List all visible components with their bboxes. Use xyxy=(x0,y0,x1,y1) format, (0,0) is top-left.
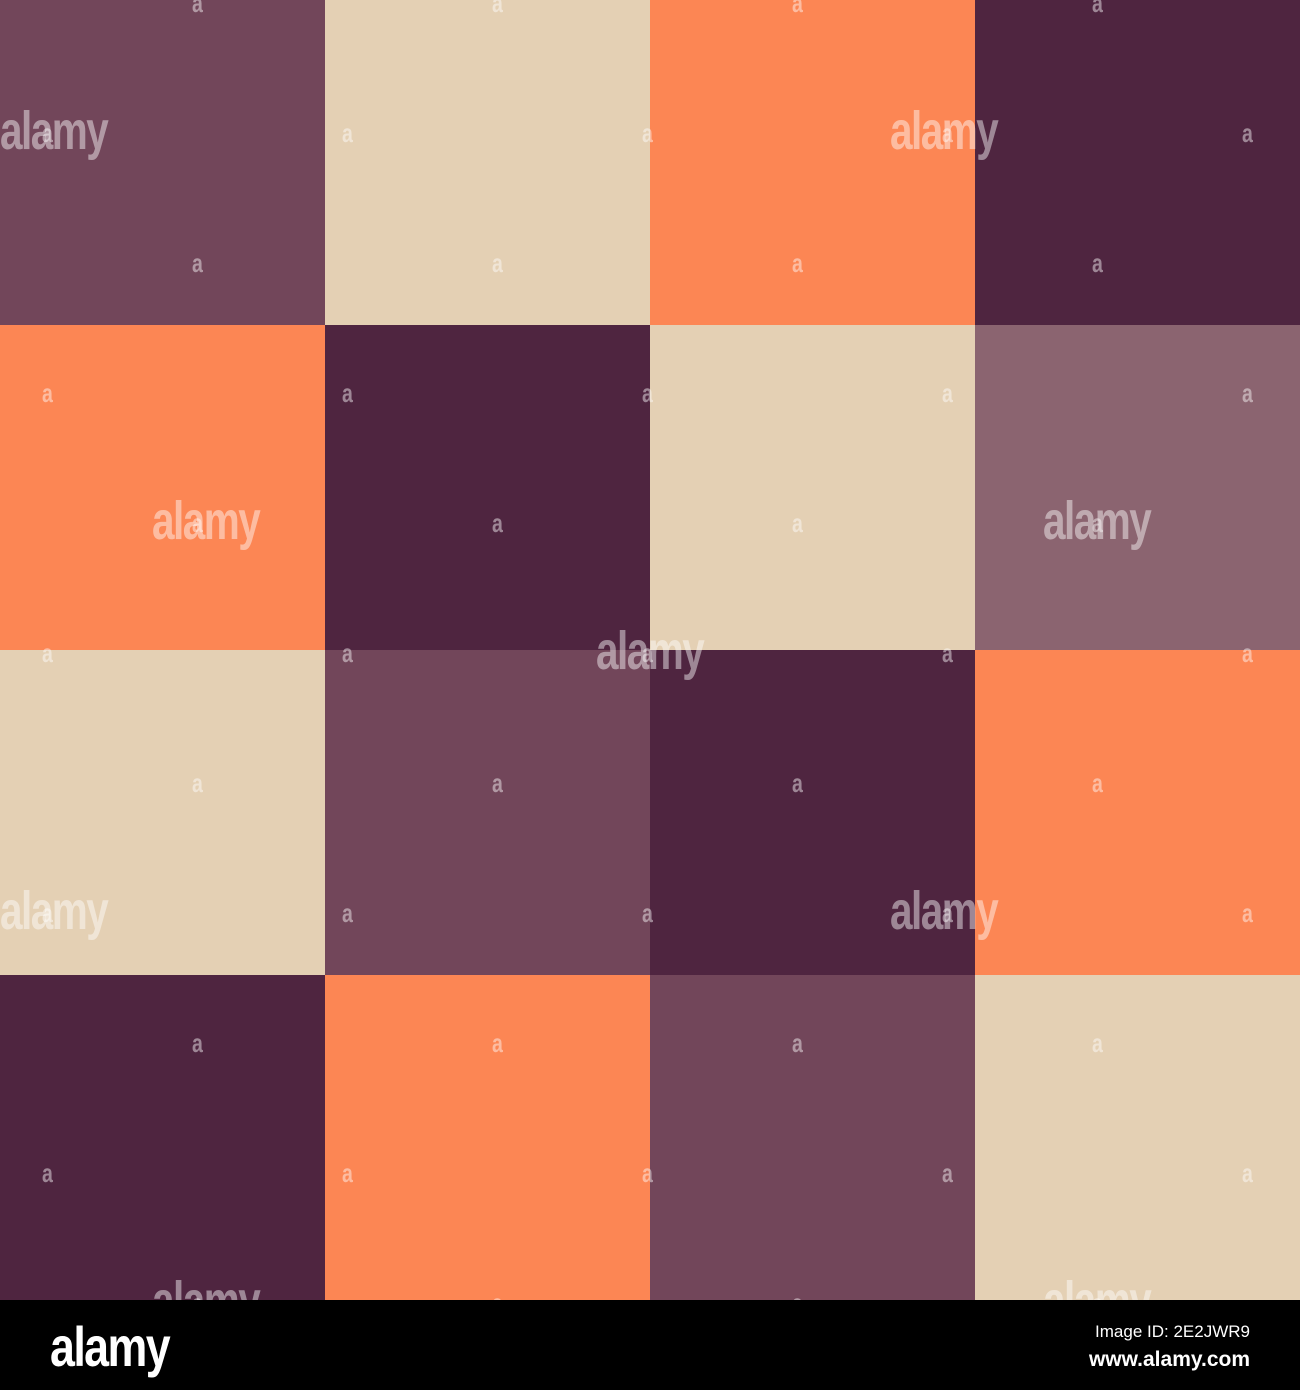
watermark-mark: a xyxy=(42,638,53,668)
watermark-mark: a xyxy=(42,378,53,408)
watermark-mark: a xyxy=(642,638,653,668)
watermark-mark: a xyxy=(342,378,353,408)
watermark-text: alamy xyxy=(890,881,999,941)
color-block-light-mauve xyxy=(975,325,1300,650)
color-block-mauve xyxy=(325,650,650,975)
watermark-text: alamy xyxy=(0,101,109,161)
watermark-mark: a xyxy=(192,248,203,278)
color-block-grid xyxy=(0,0,1300,1300)
watermark-mark: a xyxy=(792,1028,803,1058)
watermark-mark: a xyxy=(192,0,203,18)
watermark-mark: a xyxy=(1242,638,1253,668)
watermark-mark: a xyxy=(642,378,653,408)
color-block-plum xyxy=(325,325,650,650)
watermark-text: alamy xyxy=(1043,491,1152,551)
watermark-mark: a xyxy=(642,1158,653,1188)
watermark-mark: a xyxy=(492,248,503,278)
watermark-mark: a xyxy=(942,898,953,928)
color-block-orange xyxy=(650,0,975,325)
color-block-plum xyxy=(0,975,325,1300)
color-block-mauve xyxy=(650,975,975,1300)
watermark-mark: a xyxy=(942,378,953,408)
watermark-mark: a xyxy=(342,118,353,148)
watermark-mark: a xyxy=(942,638,953,668)
color-block-beige xyxy=(975,975,1300,1300)
color-block-orange xyxy=(325,975,650,1300)
watermark-mark: a xyxy=(492,508,503,538)
watermark-mark: a xyxy=(42,898,53,928)
watermark-text: alamy xyxy=(890,101,999,161)
watermark-mark: a xyxy=(1092,508,1103,538)
watermark-mark: a xyxy=(342,1158,353,1188)
watermark-text: alamy xyxy=(0,881,109,941)
color-block-plum xyxy=(975,0,1300,325)
color-block-beige xyxy=(650,325,975,650)
watermark-mark: a xyxy=(192,768,203,798)
watermark-mark: a xyxy=(642,898,653,928)
watermark-text: alamy xyxy=(152,491,261,551)
color-block-orange xyxy=(975,650,1300,975)
watermark-mark: a xyxy=(792,248,803,278)
watermark-mark: a xyxy=(1242,118,1253,148)
watermark-mark: a xyxy=(342,898,353,928)
watermark-mark: a xyxy=(1242,378,1253,408)
watermark-mark: a xyxy=(492,768,503,798)
watermark-mark: a xyxy=(1092,248,1103,278)
watermark-mark: a xyxy=(792,768,803,798)
watermark-mark: a xyxy=(1242,1158,1253,1188)
footer-bar: alamy Image ID: 2E2JWR9 www.alamy.com xyxy=(0,1300,1300,1390)
watermark-mark: a xyxy=(792,0,803,18)
color-block-mauve xyxy=(0,0,325,325)
color-block-beige xyxy=(0,650,325,975)
watermark-mark: a xyxy=(642,118,653,148)
watermark-mark: a xyxy=(192,1028,203,1058)
watermark-mark: a xyxy=(1092,0,1103,18)
color-block-beige xyxy=(325,0,650,325)
watermark-text: alamy xyxy=(596,621,705,681)
watermark-mark: a xyxy=(1242,898,1253,928)
watermark-mark: a xyxy=(492,0,503,18)
color-block-plum xyxy=(650,650,975,975)
watermark-mark: a xyxy=(942,118,953,148)
image-id: Image ID: 2E2JWR9 xyxy=(1095,1322,1250,1341)
watermark-mark: a xyxy=(192,508,203,538)
color-block-orange xyxy=(0,325,325,650)
watermark-mark: a xyxy=(942,1158,953,1188)
watermark-mark: a xyxy=(1092,768,1103,798)
website-url: www.alamy.com xyxy=(1088,1348,1250,1371)
watermark-mark: a xyxy=(492,1028,503,1058)
alamy-logo: alamy xyxy=(50,1315,171,1378)
watermark-mark: a xyxy=(42,118,53,148)
watermark-mark: a xyxy=(792,508,803,538)
watermark-mark: a xyxy=(342,638,353,668)
watermark-mark: a xyxy=(1092,1028,1103,1058)
watermark-mark: a xyxy=(42,1158,53,1188)
